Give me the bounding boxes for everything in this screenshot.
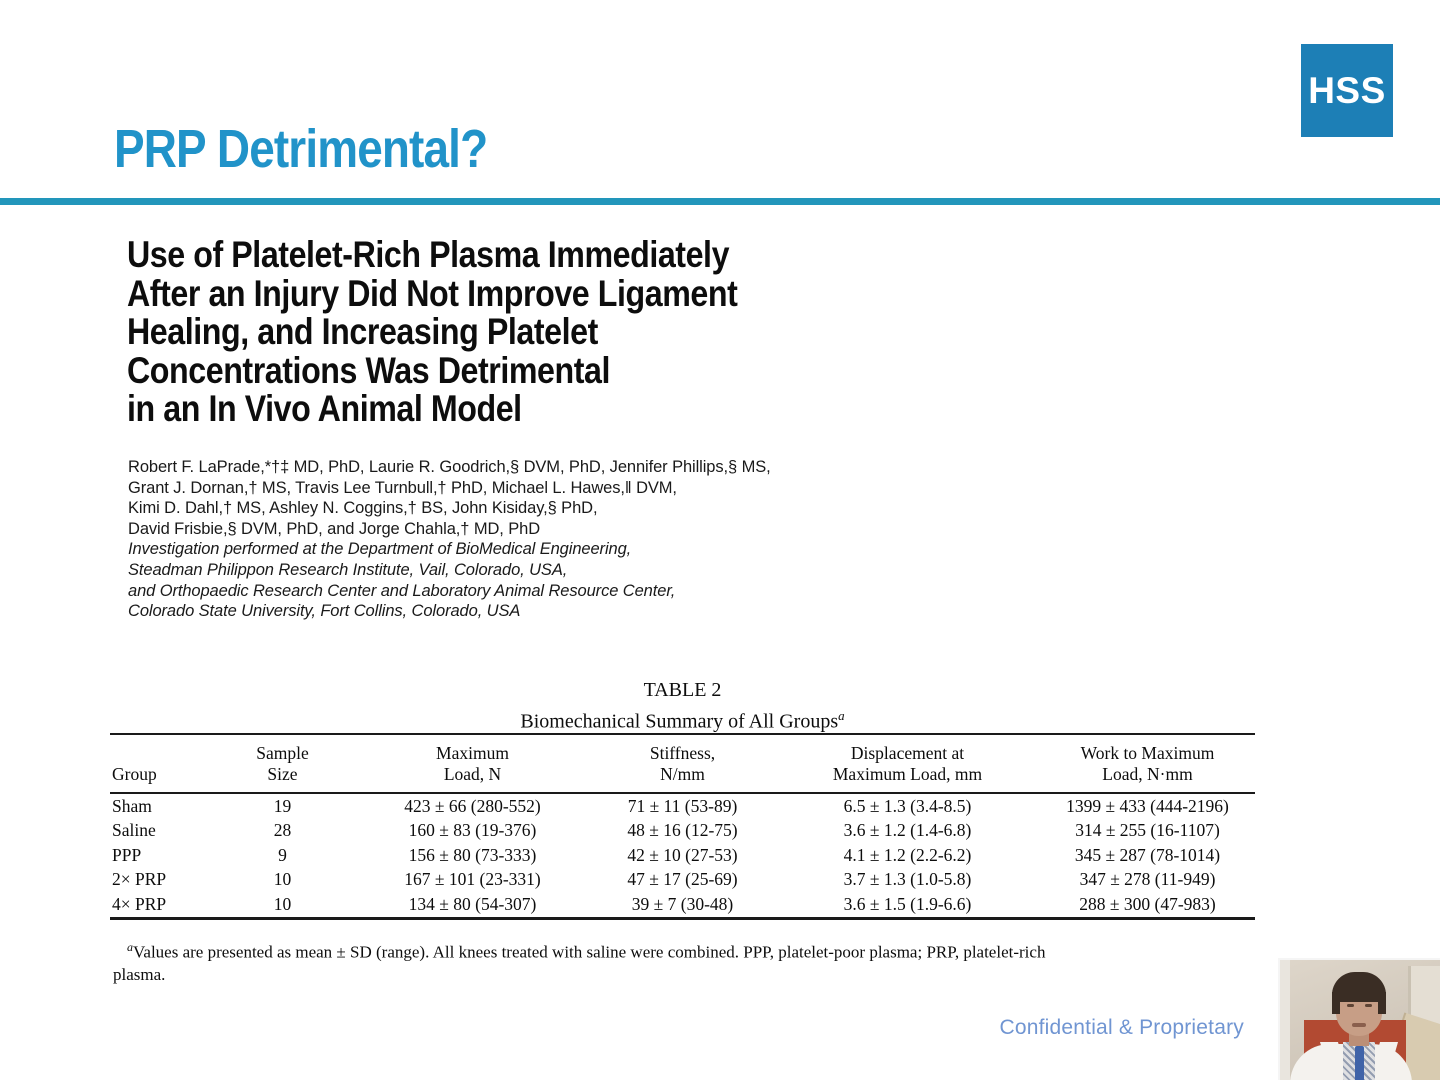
table-header-row: Group Sample Size Maximum Load, N Stiffnes… bbox=[110, 734, 1255, 793]
table-cell: 47 ± 17 (25-69) bbox=[627, 869, 738, 890]
table-cell: 347 ± 278 (11-949) bbox=[1079, 869, 1216, 890]
column-header-stiffness: Stiffness, N/mm bbox=[649, 743, 716, 784]
confidential-label: Confidential & Proprietary bbox=[999, 1016, 1244, 1039]
column-header-sample-size: Sample Size bbox=[256, 743, 309, 784]
table-row-4x-prp: 4× PRP 10 134 ± 80 (54-307) 39 ± 7 (30-4… bbox=[110, 892, 1255, 918]
table-cell: 3.6 ± 1.5 (1.9-6.6) bbox=[843, 893, 972, 914]
table-cell: 4× PRP bbox=[112, 893, 167, 914]
table-footnote: aValues are presented as mean ± SD (rang… bbox=[113, 936, 1263, 987]
table-caption-number: TABLE 2 bbox=[643, 679, 722, 701]
table-cell: 314 ± 255 (16-1107) bbox=[1075, 820, 1220, 841]
author-line: David Frisbie,§ DVM, PhD, and Jorge Chah… bbox=[128, 519, 541, 538]
paper-title-line: in an In Vivo Animal Model bbox=[127, 388, 522, 429]
affiliation-line: Steadman Philippon Research Institute, V… bbox=[128, 560, 568, 579]
table-cell: 9 bbox=[278, 844, 287, 865]
table-cell: 160 ± 83 (19-376) bbox=[408, 820, 537, 841]
table-cell: 345 ± 287 (78-1014) bbox=[1074, 844, 1221, 865]
affiliation-line: Investigation performed at the Departmen… bbox=[128, 540, 632, 559]
table-row-saline: Saline 28 160 ± 83 (19-376) 48 ± 16 (12-… bbox=[110, 819, 1255, 844]
column-header-group: Group bbox=[112, 764, 157, 784]
table-footnote-line: plasma. bbox=[113, 965, 166, 985]
table-cell: 4.1 ± 1.2 (2.2-6.2) bbox=[843, 844, 972, 865]
table-row-2x-prp: 2× PRP 10 167 ± 101 (23-331) 47 ± 17 (25… bbox=[110, 868, 1255, 893]
header-divider-line bbox=[0, 198, 1440, 205]
hss-logo-text: HSS bbox=[1308, 69, 1386, 111]
table-cell: 71 ± 11 (53-89) bbox=[627, 795, 738, 816]
paper-byline: Robert F. LaPrade,*†‡ MD, PhD, Laurie R.… bbox=[128, 457, 771, 622]
table-caption-title: Biomechanical Summary of All Groupsa bbox=[520, 708, 845, 733]
webcam-left-frame-edge bbox=[1280, 960, 1290, 1080]
table-cell: 3.7 ± 1.3 (1.0-5.8) bbox=[843, 869, 972, 890]
paper-title-line: Healing, and Increasing Platelet bbox=[127, 311, 598, 352]
table-cell: 156 ± 80 (73-333) bbox=[408, 844, 537, 865]
column-header-maximum-load: Maximum Load, N bbox=[436, 743, 509, 784]
presenter-eye bbox=[1347, 1004, 1354, 1007]
slide-title: PRP Detrimental? bbox=[114, 119, 488, 179]
table-cell: 2× PRP bbox=[112, 869, 167, 890]
table-cell: PPP bbox=[112, 844, 142, 865]
hss-logo: HSS bbox=[1301, 44, 1393, 137]
footnote-marker: a bbox=[127, 940, 133, 954]
affiliation-line: and Orthopaedic Research Center and Labo… bbox=[128, 581, 676, 600]
table-row-sham: Sham 19 423 ± 66 (280-552) 71 ± 11 (53-8… bbox=[110, 793, 1255, 819]
table-cell: 3.6 ± 1.2 (1.4-6.8) bbox=[843, 820, 972, 841]
table-cell: 28 bbox=[273, 820, 292, 841]
webcam-video[interactable] bbox=[1278, 958, 1440, 1080]
table-cell: 42 ± 10 (27-53) bbox=[627, 844, 738, 865]
paper-title-line: Use of Platelet-Rich Plasma Immediately bbox=[127, 234, 730, 275]
author-line: Kimi D. Dahl,† MS, Ashley N. Coggins,† B… bbox=[128, 499, 598, 518]
paper-title-line: Concentrations Was Detrimental bbox=[127, 349, 611, 391]
table-cell: 48 ± 16 (12-75) bbox=[627, 820, 738, 841]
table-cell: 288 ± 300 (47-983) bbox=[1079, 893, 1216, 914]
column-header-displacement: Displacement at Maximum Load, mm bbox=[832, 743, 983, 784]
table-footnote-line: aValues are presented as mean ± SD (rang… bbox=[127, 940, 1046, 962]
table-cell: 10 bbox=[273, 893, 292, 914]
presenter-hair bbox=[1332, 992, 1340, 1014]
table-cell: 1399 ± 433 (444-2196) bbox=[1066, 795, 1229, 816]
table-cell: 10 bbox=[273, 869, 292, 890]
table-row-ppp: PPP 9 156 ± 80 (73-333) 42 ± 10 (27-53) … bbox=[110, 843, 1255, 868]
table-cell: 39 ± 7 (30-48) bbox=[631, 893, 734, 914]
presenter-hair bbox=[1378, 992, 1386, 1014]
presenter-hair bbox=[1332, 972, 1386, 1002]
table-cell: 19 bbox=[273, 795, 292, 816]
affiliation-line: Colorado State University, Fort Collins,… bbox=[128, 602, 521, 621]
presenter-tie bbox=[1355, 1046, 1364, 1080]
biomechanical-summary-table: Group Sample Size Maximum Load, N Stiffnes… bbox=[110, 733, 1255, 920]
presenter-mouth bbox=[1352, 1023, 1366, 1027]
presenter-eye bbox=[1365, 1004, 1372, 1007]
table-cell: 423 ± 66 (280-552) bbox=[404, 795, 541, 816]
table-cell: 6.5 ± 1.3 (3.4-8.5) bbox=[843, 795, 972, 816]
table-cell: Saline bbox=[112, 820, 156, 841]
author-line: Grant J. Dornan,† MS, Travis Lee Turnbul… bbox=[128, 478, 677, 497]
table-cell: Sham bbox=[112, 795, 152, 816]
table-caption-footnote-marker: a bbox=[838, 708, 845, 723]
column-header-work: Work to Maximum Load, N·mm bbox=[1080, 743, 1215, 784]
table-caption: TABLE 2 Biomechanical Summary of All Gro… bbox=[110, 678, 1255, 735]
table-cell: 167 ± 101 (23-331) bbox=[404, 869, 541, 890]
table-cell: 134 ± 80 (54-307) bbox=[408, 893, 537, 914]
author-line: Robert F. LaPrade,*†‡ MD, PhD, Laurie R.… bbox=[128, 458, 771, 476]
paper-title-line: After an Injury Did Not Improve Ligament bbox=[127, 272, 738, 314]
paper-title: Use of Platelet-Rich Plasma Immediately … bbox=[127, 234, 738, 429]
